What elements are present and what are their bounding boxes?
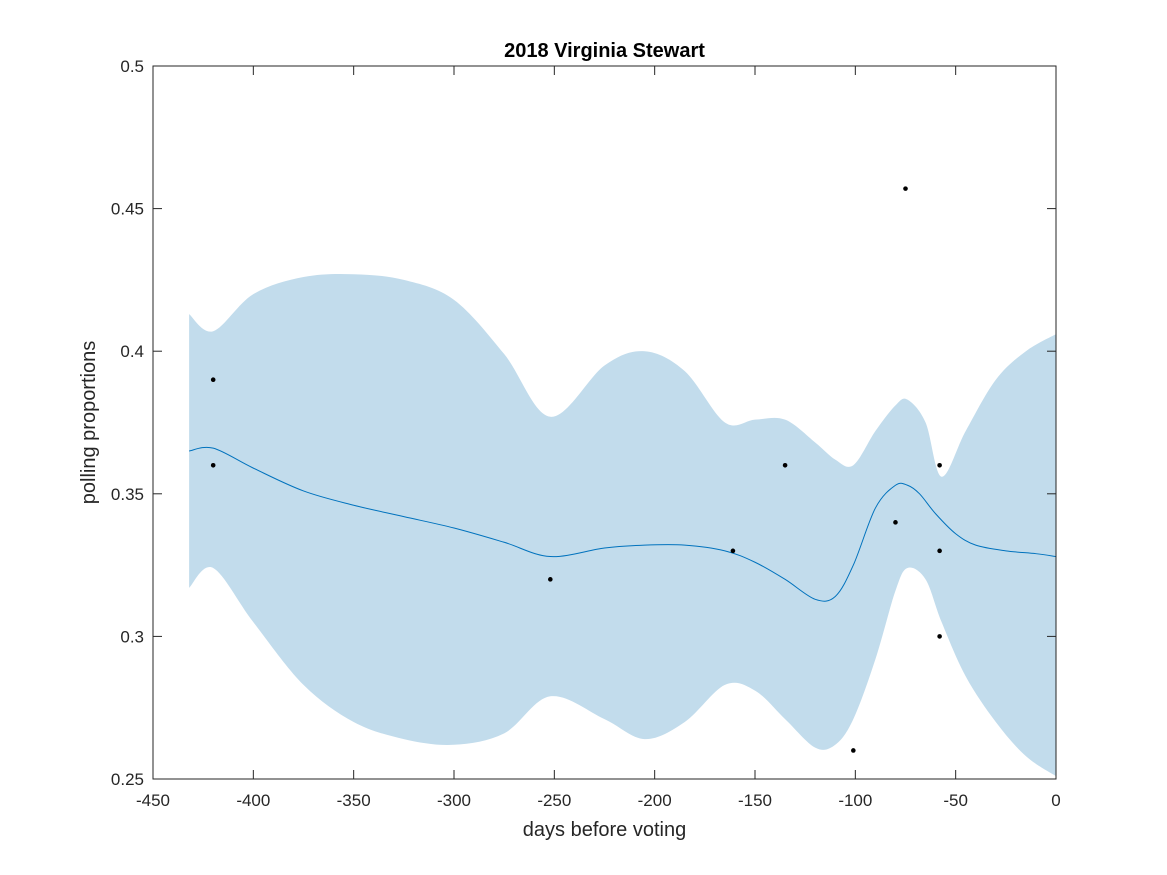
y-tick-label: 0.35 <box>111 485 144 504</box>
x-tick-label: -200 <box>638 791 672 810</box>
y-tick-label: 0.3 <box>120 627 144 646</box>
data-point <box>210 377 216 383</box>
data-point <box>937 462 942 468</box>
x-tick-label: 0 <box>1051 791 1060 810</box>
data-point <box>548 577 553 582</box>
x-tick-label: -150 <box>738 791 772 810</box>
chart-title: 2018 Virginia Stewart <box>504 40 705 62</box>
data-point <box>851 748 856 753</box>
x-tick-label: -50 <box>943 791 968 810</box>
x-tick-label: -100 <box>838 791 872 810</box>
axis-ticks: -450 -400 -350 -300 -250 -200 -150 -100 -50 0 0.25… <box>111 57 1061 810</box>
data-point <box>937 634 942 639</box>
series-line-0 <box>189 446 1057 602</box>
data-point <box>730 548 736 554</box>
data-point <box>903 186 908 191</box>
x-tick-label: -450 <box>136 791 170 810</box>
y-tick-label: 0.45 <box>111 200 144 219</box>
x-tick-label: -250 <box>537 791 571 810</box>
y-tick-label: 0.4 <box>120 342 144 361</box>
data-point <box>782 462 788 468</box>
x-axis-title: days before voting <box>523 819 686 841</box>
plot-area <box>189 186 1057 777</box>
data-point <box>893 520 898 525</box>
x-tick-label: -400 <box>236 791 270 810</box>
y-axis-title: polling proportions <box>78 341 100 504</box>
x-tick-label: -350 <box>337 791 371 810</box>
confidence-band <box>189 273 1056 777</box>
axes-box <box>152 65 1057 780</box>
y-tick-label: 0.5 <box>120 57 144 76</box>
y-tick-label: 0.25 <box>111 770 144 789</box>
data-point <box>937 548 942 554</box>
x-tick-label: -300 <box>437 791 471 810</box>
data-point <box>210 462 216 468</box>
